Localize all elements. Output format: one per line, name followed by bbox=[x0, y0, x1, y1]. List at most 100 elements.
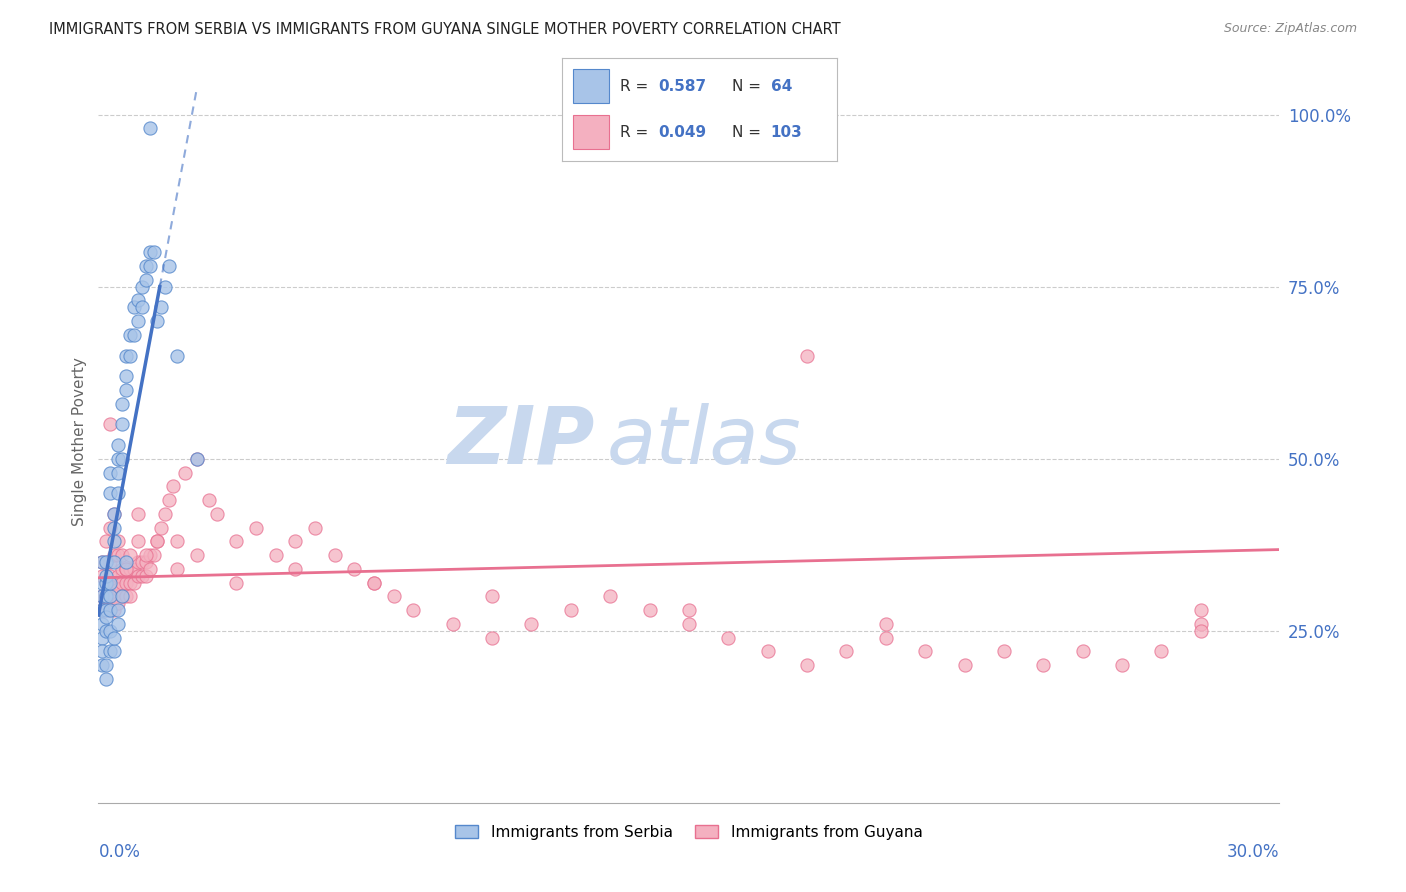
Point bbox=[111, 397, 134, 411]
Point bbox=[118, 562, 141, 576]
Point bbox=[186, 451, 208, 466]
Point bbox=[135, 259, 157, 273]
Point bbox=[118, 575, 141, 590]
Text: 0.049: 0.049 bbox=[658, 125, 706, 140]
Point bbox=[122, 327, 145, 342]
Point bbox=[162, 479, 184, 493]
Point bbox=[103, 507, 125, 521]
Point bbox=[150, 301, 173, 315]
Point bbox=[98, 520, 121, 534]
Point bbox=[96, 590, 118, 604]
Point bbox=[138, 548, 160, 562]
Point bbox=[382, 590, 405, 604]
Point bbox=[155, 507, 177, 521]
Point bbox=[98, 603, 121, 617]
Point bbox=[323, 548, 346, 562]
Point bbox=[146, 534, 169, 549]
Point bbox=[142, 245, 165, 260]
Point bbox=[1189, 624, 1212, 638]
Text: N =: N = bbox=[733, 78, 766, 94]
Point bbox=[284, 562, 307, 576]
Text: 0.587: 0.587 bbox=[658, 78, 706, 94]
Point bbox=[103, 548, 125, 562]
Point bbox=[115, 575, 138, 590]
Point bbox=[98, 644, 121, 658]
Point bbox=[111, 548, 134, 562]
Point bbox=[875, 616, 897, 631]
Point bbox=[131, 555, 153, 569]
Point bbox=[174, 466, 197, 480]
Point bbox=[111, 451, 134, 466]
Point bbox=[111, 590, 134, 604]
Point bbox=[91, 603, 114, 617]
Point bbox=[127, 507, 149, 521]
Point bbox=[993, 644, 1015, 658]
Point bbox=[107, 486, 129, 500]
Point bbox=[186, 548, 208, 562]
Point bbox=[135, 548, 157, 562]
Point bbox=[98, 417, 121, 432]
Point bbox=[103, 520, 125, 534]
Point bbox=[107, 438, 129, 452]
Point bbox=[127, 555, 149, 569]
Point bbox=[96, 555, 118, 569]
Point bbox=[96, 575, 118, 590]
Point bbox=[91, 555, 114, 569]
Text: 30.0%: 30.0% bbox=[1227, 843, 1279, 861]
Point bbox=[205, 507, 228, 521]
Point bbox=[96, 658, 118, 673]
Point bbox=[111, 575, 134, 590]
Point bbox=[115, 369, 138, 384]
Point bbox=[118, 548, 141, 562]
Point bbox=[98, 568, 121, 582]
Point bbox=[115, 590, 138, 604]
Point bbox=[1150, 644, 1173, 658]
Point bbox=[122, 301, 145, 315]
Point bbox=[363, 575, 385, 590]
Point bbox=[111, 590, 134, 604]
Point bbox=[157, 259, 180, 273]
Point bbox=[103, 575, 125, 590]
Point bbox=[96, 555, 118, 569]
Point bbox=[127, 568, 149, 582]
Point bbox=[91, 590, 114, 604]
Point bbox=[96, 575, 118, 590]
Point bbox=[138, 121, 160, 136]
Point bbox=[98, 555, 121, 569]
Point bbox=[96, 590, 118, 604]
Point bbox=[98, 466, 121, 480]
Text: 103: 103 bbox=[770, 125, 803, 140]
Point bbox=[111, 562, 134, 576]
Point bbox=[135, 273, 157, 287]
Point bbox=[107, 548, 129, 562]
Point bbox=[98, 624, 121, 638]
Point bbox=[131, 301, 153, 315]
Point bbox=[91, 555, 114, 569]
Point bbox=[131, 279, 153, 293]
Point bbox=[96, 624, 118, 638]
Point bbox=[1111, 658, 1133, 673]
Point bbox=[103, 555, 125, 569]
Point bbox=[599, 590, 621, 604]
Point bbox=[91, 590, 114, 604]
Point bbox=[1189, 616, 1212, 631]
Point bbox=[96, 610, 118, 624]
Point bbox=[115, 349, 138, 363]
Point bbox=[264, 548, 287, 562]
Point bbox=[103, 590, 125, 604]
Point bbox=[127, 534, 149, 549]
Point bbox=[91, 616, 114, 631]
Point bbox=[115, 562, 138, 576]
Point bbox=[638, 603, 661, 617]
Point bbox=[304, 520, 326, 534]
Point bbox=[875, 631, 897, 645]
Text: atlas: atlas bbox=[606, 402, 801, 481]
Point bbox=[481, 590, 503, 604]
Point bbox=[103, 507, 125, 521]
Y-axis label: Single Mother Poverty: Single Mother Poverty bbox=[72, 357, 87, 526]
Point bbox=[91, 603, 114, 617]
Bar bbox=[574, 115, 609, 149]
Point bbox=[520, 616, 543, 631]
Point bbox=[115, 383, 138, 397]
Point bbox=[796, 658, 818, 673]
